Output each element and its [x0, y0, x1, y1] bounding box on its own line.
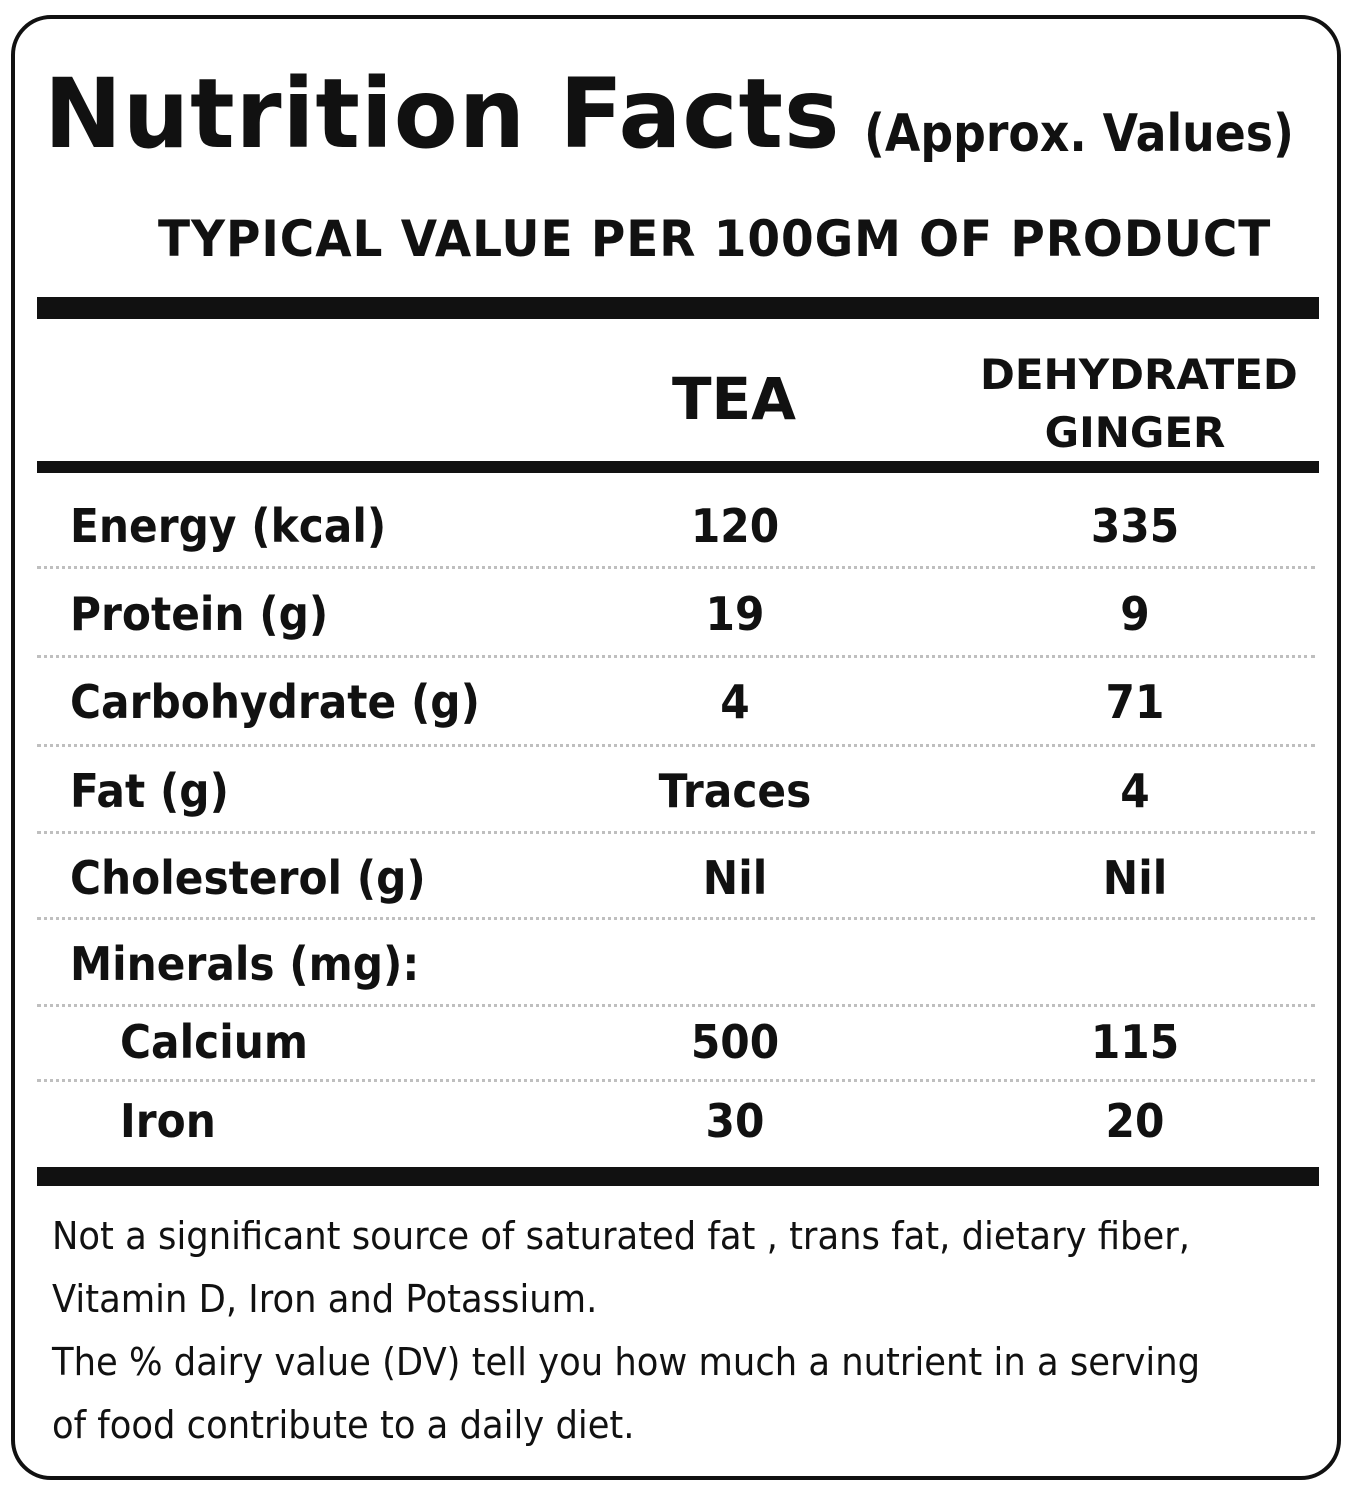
row-value-tea-carbohydrate: 4	[720, 675, 750, 729]
row-divider	[37, 655, 1315, 658]
row-value-ginger-fat: 4	[1120, 764, 1150, 818]
row-value-tea-fat: Traces	[658, 764, 812, 818]
row-value-ginger-energy: 335	[1090, 499, 1180, 553]
row-value-tea-iron: 30	[705, 1094, 765, 1148]
nutrition-label-frame	[11, 15, 1341, 1480]
row-name-calcium: Calcium	[120, 1015, 308, 1069]
row-divider	[37, 831, 1315, 834]
row-divider	[37, 1079, 1315, 1082]
row-divider	[37, 917, 1315, 920]
row-value-tea-protein: 19	[705, 587, 765, 641]
row-name-energy: Energy (kcal)	[70, 499, 387, 553]
label-qualifier: (Approx. Values)	[864, 104, 1294, 164]
row-name-carbohydrate: Carbohydrate (g)	[70, 675, 480, 729]
footnote-line-2: Vitamin D, Iron and Potassium.	[52, 1277, 598, 1321]
top-divider-bar	[37, 297, 1319, 319]
row-name-minerals: Minerals (mg):	[70, 937, 420, 991]
row-value-ginger-carbohydrate: 71	[1105, 675, 1165, 729]
footnote-line-1: Not a significant source of saturated fa…	[52, 1214, 1190, 1258]
row-name-fat: Fat (g)	[70, 764, 229, 818]
header-divider-bar	[37, 461, 1319, 473]
column-header-ginger-line1: DEHYDRATED	[980, 350, 1298, 399]
row-name-cholesterol: Cholesterol (g)	[70, 851, 426, 905]
row-value-ginger-calcium: 115	[1090, 1015, 1180, 1069]
row-value-ginger-protein: 9	[1120, 587, 1150, 641]
row-divider	[37, 566, 1315, 569]
row-name-protein: Protein (g)	[70, 587, 329, 641]
row-value-ginger-iron: 20	[1105, 1094, 1165, 1148]
footnote-line-4: of food contribute to a daily diet.	[52, 1403, 635, 1447]
label-subtitle: TYPICAL VALUE PER 100GM OF PRODUCT	[158, 210, 1272, 268]
row-value-tea-cholesterol: Nil	[702, 851, 768, 905]
column-header-tea: TEA	[671, 365, 797, 433]
row-divider	[37, 744, 1315, 747]
column-header-ginger: DEHYDRATED GINGER	[980, 346, 1298, 462]
bottom-divider-bar	[37, 1167, 1319, 1186]
row-value-tea-energy: 120	[690, 499, 780, 553]
label-title: Nutrition Facts	[44, 58, 841, 170]
row-value-tea-calcium: 500	[690, 1015, 780, 1069]
column-header-ginger-line2: GINGER	[1044, 408, 1226, 457]
row-value-ginger-cholesterol: Nil	[1102, 851, 1168, 905]
footnote-line-3: The % dairy value (DV) tell you how much…	[52, 1340, 1201, 1384]
row-divider	[37, 1004, 1315, 1007]
row-name-iron: Iron	[120, 1094, 216, 1148]
